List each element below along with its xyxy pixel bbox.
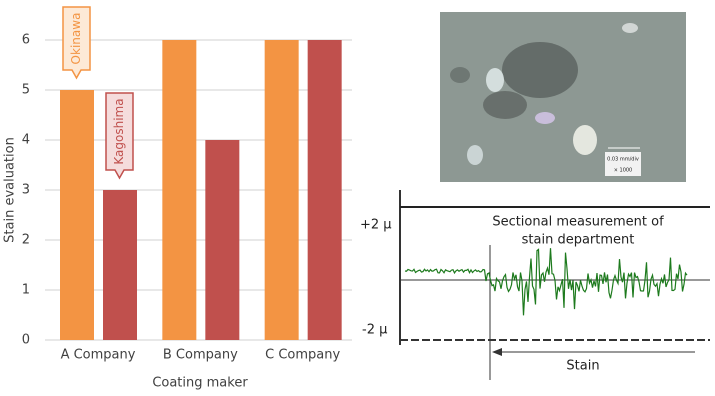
bar <box>307 40 342 340</box>
bar <box>205 140 240 340</box>
y-tick-label: 3 <box>22 183 30 198</box>
y-tick-label: 6 <box>22 33 30 48</box>
stain-label: Stain <box>566 359 599 374</box>
bar <box>60 90 94 340</box>
x-tick-label: C Company <box>265 348 340 363</box>
upper-label: +2 μ <box>360 218 392 233</box>
y-tick-label: 4 <box>22 133 30 148</box>
legend-label: Okinawa <box>69 13 83 65</box>
x-tick-label: A Company <box>61 348 136 363</box>
lower-label: -2 μ <box>362 323 387 338</box>
y-tick-label: 0 <box>22 333 30 348</box>
legend-callout <box>62 6 91 80</box>
x-tick-label: B Company <box>163 348 238 363</box>
scale-label: 0.03 mm/div <box>607 157 639 163</box>
bar <box>264 40 299 340</box>
x-axis-label: Coating maker <box>152 376 248 391</box>
y-tick-label: 1 <box>22 283 30 298</box>
profile-plot: +2 μ -2 μ Sectional measurement of stain… <box>360 190 710 380</box>
legend-label: Kagoshima <box>112 98 126 164</box>
micrograph: 0.03 mm/div × 1000 <box>440 12 686 182</box>
bar <box>162 40 197 340</box>
magnification: × 1000 <box>614 168 633 174</box>
profile-title: Sectional measurement of <box>492 215 664 230</box>
y-axis-label: Stain evaluation <box>3 137 18 243</box>
bar <box>103 190 137 340</box>
y-tick-label: 5 <box>22 83 30 98</box>
legend-callout <box>105 92 134 180</box>
profile-title: stain department <box>522 233 635 248</box>
y-tick-label: 2 <box>22 233 30 248</box>
